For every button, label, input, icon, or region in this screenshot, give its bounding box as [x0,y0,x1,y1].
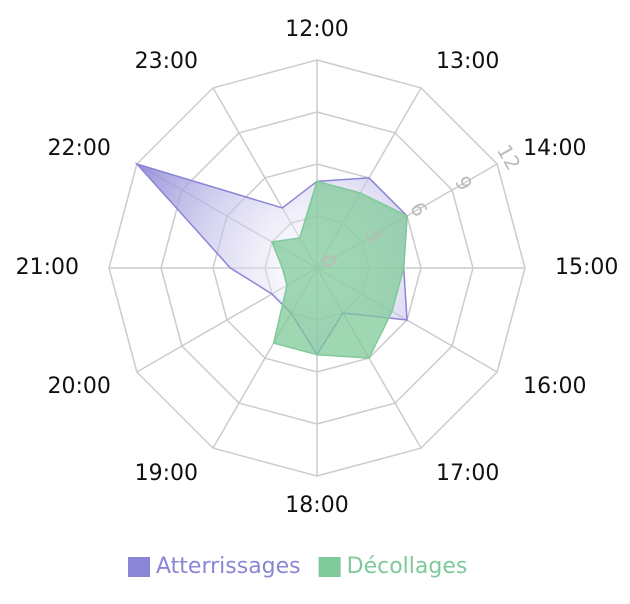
legend-label: Atterrissages [156,554,301,579]
category-label: 14:00 [523,136,586,161]
category-label: 19:00 [135,461,198,486]
category-label: 16:00 [523,374,586,399]
category-label: 17:00 [436,461,499,486]
category-label: 20:00 [47,374,110,399]
category-label: 12:00 [285,17,348,42]
r-tick-label: 12 [492,140,526,174]
legend-swatch [128,557,150,577]
legend-swatch [318,557,341,577]
r-tick-label: 6 [405,198,432,221]
category-label: 15:00 [555,255,618,280]
category-label: 22:00 [47,136,110,161]
category-label: 18:00 [285,493,348,518]
category-label: 21:00 [16,255,79,280]
series-area [270,180,408,359]
category-label: 23:00 [135,49,198,74]
category-label: 13:00 [436,49,499,74]
r-tick-label: 9 [450,172,477,195]
legend-label: Décollages [347,554,468,579]
